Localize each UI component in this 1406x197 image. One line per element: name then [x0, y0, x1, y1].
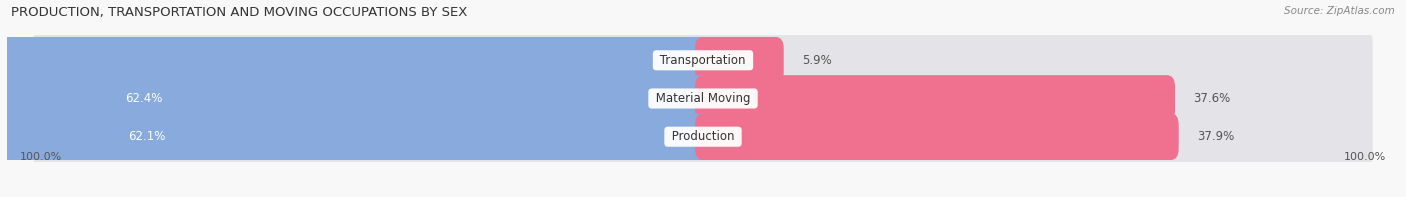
Text: 5.9%: 5.9%	[801, 54, 832, 67]
FancyBboxPatch shape	[0, 37, 711, 84]
Text: PRODUCTION, TRANSPORTATION AND MOVING OCCUPATIONS BY SEX: PRODUCTION, TRANSPORTATION AND MOVING OC…	[11, 6, 468, 19]
Text: 62.1%: 62.1%	[128, 130, 166, 143]
Text: 100.0%: 100.0%	[1344, 151, 1386, 162]
Text: Transportation: Transportation	[657, 54, 749, 67]
Text: Source: ZipAtlas.com: Source: ZipAtlas.com	[1284, 6, 1395, 16]
FancyBboxPatch shape	[34, 25, 1372, 96]
Text: 37.9%: 37.9%	[1197, 130, 1234, 143]
FancyBboxPatch shape	[695, 37, 783, 84]
FancyBboxPatch shape	[34, 101, 1372, 172]
FancyBboxPatch shape	[34, 63, 1372, 134]
FancyBboxPatch shape	[695, 113, 1178, 160]
Text: Production: Production	[668, 130, 738, 143]
FancyBboxPatch shape	[0, 75, 711, 122]
Text: 100.0%: 100.0%	[20, 151, 62, 162]
FancyBboxPatch shape	[695, 75, 1175, 122]
Text: 62.4%: 62.4%	[125, 92, 163, 105]
Text: Material Moving: Material Moving	[652, 92, 754, 105]
Text: 37.6%: 37.6%	[1194, 92, 1230, 105]
FancyBboxPatch shape	[0, 113, 711, 160]
